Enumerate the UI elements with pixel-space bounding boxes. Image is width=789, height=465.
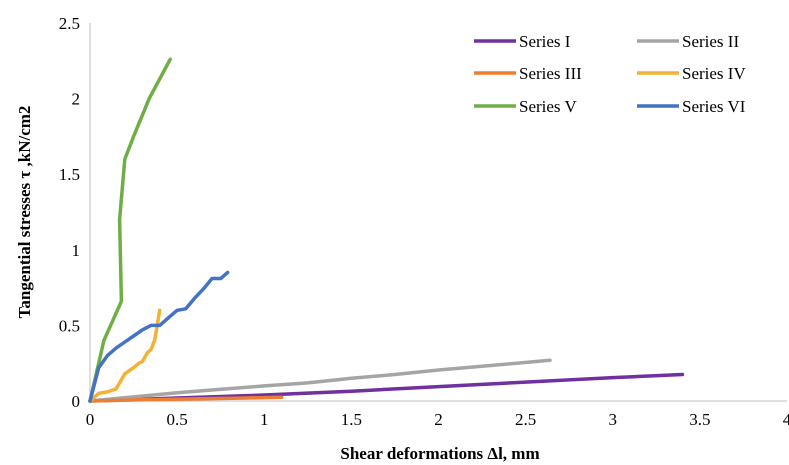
x-tick-label: 4	[783, 410, 789, 429]
x-tick-label: 2.5	[515, 410, 536, 429]
legend-label: Series V	[519, 97, 577, 116]
legend-label: Series III	[519, 64, 582, 83]
y-tick-label: 1.5	[59, 165, 80, 184]
legend-label: Series II	[682, 32, 739, 51]
y-axis-title: Tangential stresses τ ,kN/cm2	[15, 106, 34, 319]
legend-item-4: Series IV	[637, 64, 746, 83]
x-tick-label: 1.5	[341, 410, 362, 429]
legend-item-3: Series III	[474, 64, 582, 83]
x-tick-label: 3	[609, 410, 618, 429]
series-line-5	[88, 57, 172, 403]
series-line-6	[88, 270, 230, 403]
legend-label: Series IV	[682, 64, 746, 83]
axes	[89, 23, 787, 402]
series-line-2	[88, 358, 552, 403]
series-line-1	[88, 372, 685, 403]
y-tick-label: 2	[72, 90, 81, 109]
series-line-4	[88, 308, 162, 403]
legend-label: Series I	[519, 32, 571, 51]
x-tick-label: 0	[86, 410, 95, 429]
y-tick-label: 1	[72, 241, 81, 260]
y-tick-labels: 0 0.5 1 1.5 2 2.5	[59, 14, 80, 411]
y-tick-label: 0	[72, 392, 81, 411]
x-tick-label: 0.5	[167, 410, 188, 429]
x-tick-label: 1	[260, 410, 269, 429]
x-axis-title: Shear deformations Δl, mm	[340, 444, 539, 463]
x-tick-label: 2	[434, 410, 443, 429]
series-lines	[88, 57, 685, 403]
legend-item-6: Series VI	[637, 97, 746, 116]
x-tick-label: 3.5	[689, 410, 710, 429]
legend-item-1: Series I	[474, 32, 571, 51]
legend: Series I Series II Series III Series IV Seri…	[474, 32, 746, 116]
y-tick-label: 0.5	[59, 316, 80, 335]
legend-label: Series VI	[682, 97, 746, 116]
x-tick-labels: 0 0.5 1 1.5 2 2.5 3 3.5 4	[86, 410, 789, 429]
series-line-3	[88, 395, 284, 403]
legend-item-2: Series II	[637, 32, 739, 51]
legend-item-5: Series V	[474, 97, 577, 116]
y-tick-label: 2.5	[59, 14, 80, 33]
